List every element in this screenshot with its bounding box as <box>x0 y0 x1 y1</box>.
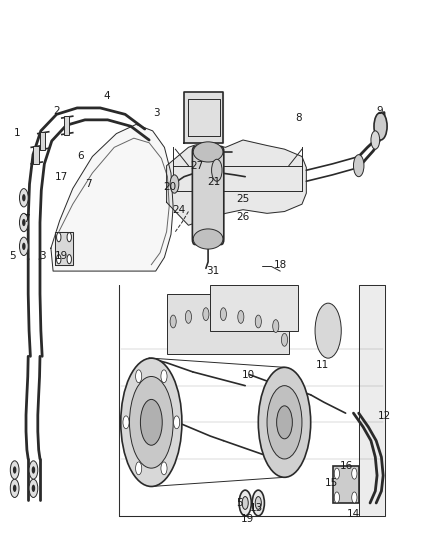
Text: 31: 31 <box>206 266 219 276</box>
Circle shape <box>173 416 180 429</box>
Circle shape <box>315 303 341 358</box>
Circle shape <box>136 462 142 475</box>
Circle shape <box>67 255 71 264</box>
Bar <box>40 132 45 150</box>
Circle shape <box>130 376 173 468</box>
Text: 16: 16 <box>340 462 353 471</box>
Circle shape <box>238 311 244 324</box>
Circle shape <box>57 255 61 264</box>
Text: 13: 13 <box>250 504 263 513</box>
Circle shape <box>22 219 25 226</box>
Circle shape <box>353 155 364 176</box>
Circle shape <box>161 462 167 475</box>
Text: 19: 19 <box>241 514 254 524</box>
Text: 7: 7 <box>23 214 29 224</box>
Polygon shape <box>184 92 223 143</box>
Circle shape <box>29 479 38 497</box>
Circle shape <box>19 189 28 207</box>
Circle shape <box>136 370 142 383</box>
Circle shape <box>170 175 179 193</box>
Text: 19: 19 <box>54 251 67 261</box>
Circle shape <box>32 466 35 474</box>
Circle shape <box>22 194 25 201</box>
Text: 21: 21 <box>207 177 220 187</box>
Text: 7: 7 <box>85 179 92 189</box>
Circle shape <box>374 112 387 140</box>
Text: 12: 12 <box>378 411 391 421</box>
Circle shape <box>13 466 16 474</box>
Circle shape <box>19 237 28 255</box>
Circle shape <box>13 484 16 492</box>
Circle shape <box>267 386 302 459</box>
Text: 17: 17 <box>55 172 68 182</box>
Circle shape <box>220 308 226 320</box>
Polygon shape <box>55 232 73 265</box>
Text: 14: 14 <box>347 509 360 519</box>
Text: 27: 27 <box>191 160 204 171</box>
Text: 5: 5 <box>9 251 15 261</box>
Text: 11: 11 <box>316 360 329 370</box>
Circle shape <box>371 131 380 149</box>
Circle shape <box>185 311 191 324</box>
Circle shape <box>277 406 292 439</box>
Text: 1: 1 <box>14 128 21 138</box>
Circle shape <box>255 497 261 510</box>
Text: 15: 15 <box>325 478 338 488</box>
Text: 25: 25 <box>237 193 250 204</box>
Circle shape <box>282 334 288 346</box>
Circle shape <box>258 367 311 478</box>
Text: 2: 2 <box>53 106 60 116</box>
Circle shape <box>212 159 222 181</box>
Circle shape <box>273 320 279 333</box>
Bar <box>332 466 359 503</box>
Ellipse shape <box>193 229 223 249</box>
Text: 18: 18 <box>273 260 287 270</box>
Text: 3: 3 <box>39 251 46 261</box>
Polygon shape <box>166 140 306 225</box>
Text: 8: 8 <box>295 113 302 123</box>
Text: 4: 4 <box>104 91 110 101</box>
Circle shape <box>57 232 61 242</box>
Circle shape <box>252 490 265 516</box>
Text: 9: 9 <box>376 106 383 116</box>
Bar <box>64 116 69 134</box>
FancyBboxPatch shape <box>192 147 224 245</box>
Circle shape <box>141 399 162 445</box>
Circle shape <box>352 468 357 479</box>
Circle shape <box>170 315 176 328</box>
Circle shape <box>19 213 28 232</box>
Circle shape <box>161 370 167 383</box>
Polygon shape <box>119 285 385 516</box>
Circle shape <box>123 416 129 429</box>
Circle shape <box>203 308 209 320</box>
Text: 10: 10 <box>242 370 255 379</box>
Circle shape <box>255 315 261 328</box>
Bar <box>210 285 297 330</box>
Text: 3: 3 <box>153 108 160 117</box>
Text: 24: 24 <box>172 205 185 215</box>
Circle shape <box>11 461 19 479</box>
Text: 26: 26 <box>237 212 250 222</box>
Polygon shape <box>51 124 173 271</box>
Circle shape <box>242 497 248 510</box>
Circle shape <box>22 243 25 250</box>
Circle shape <box>67 232 71 242</box>
Bar <box>166 294 289 353</box>
Text: 5: 5 <box>236 498 242 508</box>
Bar <box>33 146 39 164</box>
Circle shape <box>334 468 339 479</box>
Circle shape <box>352 492 357 503</box>
Text: 20: 20 <box>163 182 177 192</box>
Circle shape <box>29 461 38 479</box>
Ellipse shape <box>193 142 223 162</box>
Circle shape <box>11 479 19 497</box>
Text: 6: 6 <box>77 151 84 160</box>
Circle shape <box>32 484 35 492</box>
Circle shape <box>334 492 339 503</box>
Circle shape <box>121 358 182 487</box>
Circle shape <box>239 490 251 516</box>
